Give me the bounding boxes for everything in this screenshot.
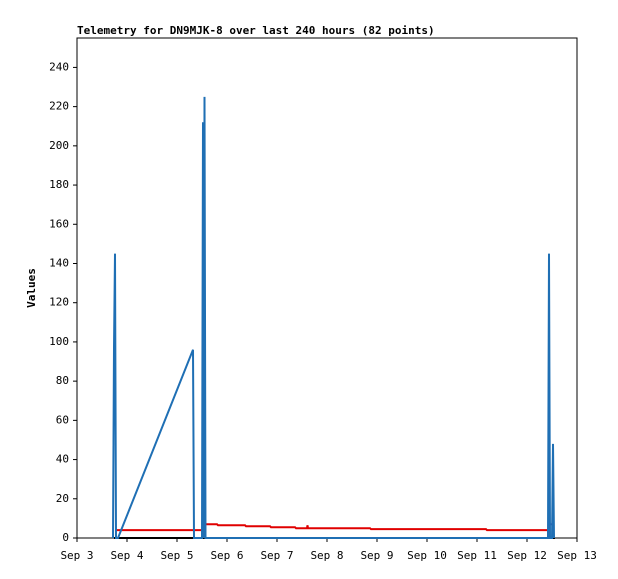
x-tick-label: Sep 8 — [310, 549, 343, 562]
x-tick-label: Sep 13 — [557, 549, 597, 562]
y-tick-label: 60 — [56, 413, 69, 426]
y-tick-label: 20 — [56, 492, 69, 505]
x-tick-label: Sep 7 — [260, 549, 293, 562]
chart-title: Telemetry for DN9MJK-8 over last 240 hou… — [77, 24, 435, 37]
x-tick-label: Sep 10 — [407, 549, 447, 562]
x-tick-label: Sep 11 — [457, 549, 497, 562]
x-tick-label: Sep 3 — [60, 549, 93, 562]
x-tick-label: Sep 9 — [360, 549, 393, 562]
y-tick-label: 80 — [56, 374, 69, 387]
y-tick-label: 180 — [49, 178, 69, 191]
y-tick-label: 140 — [49, 256, 69, 269]
x-tick-label: Sep 12 — [507, 549, 547, 562]
x-tick-label: Sep 6 — [210, 549, 243, 562]
y-tick-label: 200 — [49, 139, 69, 152]
x-tick-label: Sep 5 — [160, 549, 193, 562]
y-tick-label: 100 — [49, 335, 69, 348]
series-line — [112, 96, 555, 539]
y-tick-label: 40 — [56, 453, 69, 466]
y-tick-label: 120 — [49, 296, 69, 309]
x-tick-label: Sep 4 — [110, 549, 143, 562]
y-tick-label: 240 — [49, 60, 69, 73]
y-tick-label: 160 — [49, 217, 69, 230]
y-tick-label: 220 — [49, 100, 69, 113]
plot-frame — [76, 37, 578, 539]
y-axis-label: Values — [25, 268, 38, 308]
y-tick-label: 0 — [62, 531, 69, 544]
series-line — [116, 523, 549, 532]
